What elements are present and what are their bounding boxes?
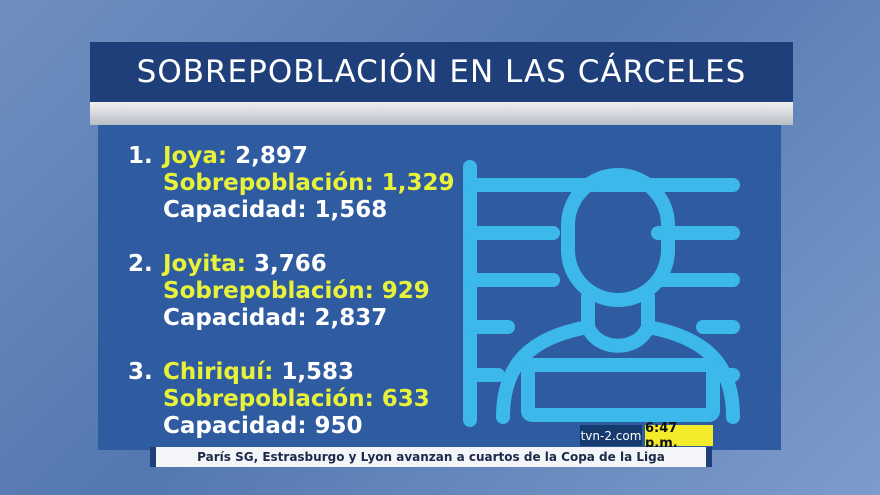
- capacity: Capacidad: 950: [163, 413, 363, 439]
- prison-name: Joyita:: [163, 251, 246, 277]
- rank: 1.: [128, 143, 153, 169]
- total-line: Chiriquí: 1,583: [163, 359, 430, 386]
- title-bar: SOBREPOBLACIÓN EN LAS CÁRCELES: [90, 42, 793, 102]
- prisoner-icon: [463, 160, 740, 427]
- title: SOBREPOBLACIÓN EN LAS CÁRCELES: [136, 54, 747, 90]
- total: 1,583: [281, 359, 355, 385]
- overpopulation: Sobrepoblación: 929: [163, 278, 430, 304]
- total-line: Joyita: 3,766: [163, 251, 430, 278]
- title-strip: [90, 102, 793, 125]
- capacity: Capacidad: 2,837: [163, 305, 388, 331]
- item-lines: Chiriquí: 1,583 Sobrepoblación: 633 Capaci…: [163, 359, 430, 440]
- prison-name: Joya:: [163, 143, 228, 169]
- item-lines: Joyita: 3,766 Sobrepoblación: 929 Capacida…: [163, 251, 430, 332]
- prison-name: Chiriquí:: [163, 359, 274, 385]
- clock: 6:47 p.m.: [645, 421, 713, 451]
- overpopulation: Sobrepoblación: 1,329: [163, 170, 455, 196]
- rank: 3.: [128, 359, 153, 385]
- total-line: Joya: 2,897: [163, 143, 455, 170]
- total: 3,766: [253, 251, 327, 277]
- site-tag: tvn-2.com: [580, 425, 642, 446]
- item-lines: Joya: 2,897 Sobrepoblación: 1,329 Capacida…: [163, 143, 455, 224]
- news-ticker: París SG, Estrasburgo y Lyon avanzan a c…: [150, 447, 712, 467]
- panel: 1. Joya: 2,897 Sobrepoblación: 1,329 Capaci…: [98, 125, 781, 450]
- capacity: Capacidad: 1,568: [163, 197, 388, 223]
- total: 2,897: [235, 143, 308, 169]
- rank: 2.: [128, 251, 153, 277]
- overpopulation: Sobrepoblación: 633: [163, 386, 430, 412]
